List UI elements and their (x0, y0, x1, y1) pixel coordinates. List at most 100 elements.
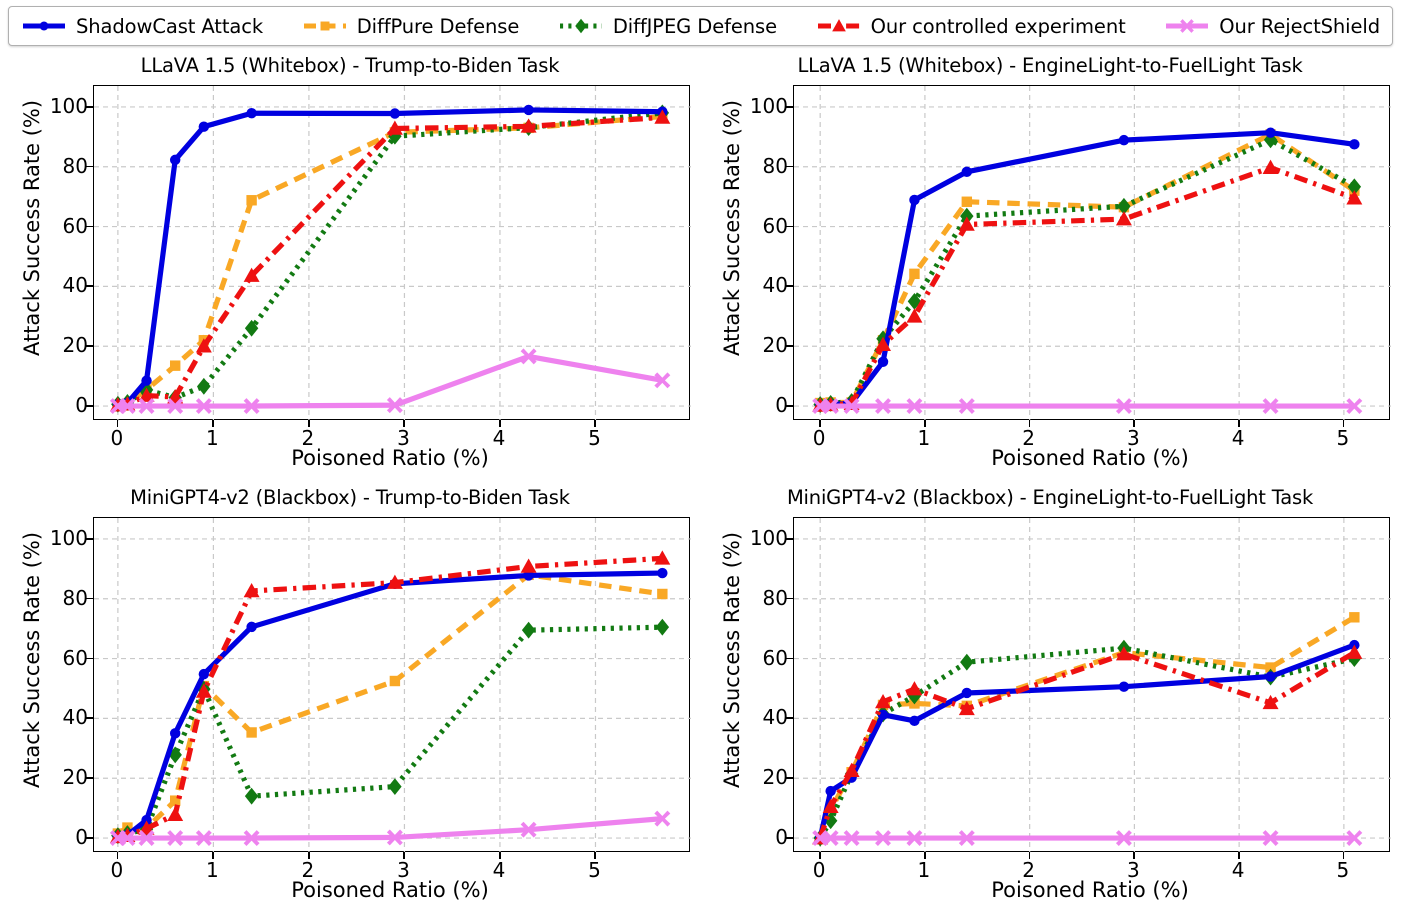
y-tick-label: 20 (762, 765, 788, 790)
legend-entry-2[interactable]: DiffJPEG Defense (558, 15, 777, 38)
legend-label-0: ShadowCast Attack (76, 14, 264, 38)
legend-marker-diamond-icon (558, 15, 604, 37)
x-tick-mark (1028, 852, 1031, 859)
legend-entry-1[interactable]: DiffPure Defense (302, 14, 520, 38)
x-tick-label: 1 (206, 426, 219, 450)
x-tick-label: 1 (917, 858, 931, 882)
x-tick-mark (116, 852, 119, 859)
x-tick-mark (307, 852, 310, 859)
x-tick-mark (594, 852, 597, 859)
subplot-llava-trump-to-biden: LLaVA 1.5 (Whitebox) - Trump-to-Biden Ta… (0, 48, 700, 480)
y-tick-mark (786, 105, 793, 108)
y-tick-mark (786, 657, 793, 660)
subplot-minigpt4-trump-to-biden: MiniGPT4-v2 (Blackbox) - Trump-to-Biden … (0, 480, 700, 912)
x-tick-label: 1 (917, 426, 931, 450)
subplot-title: MiniGPT4-v2 (Blackbox) - EngineLight-to-… (786, 486, 1314, 509)
legend-entry-4[interactable]: Our RejectShield (1164, 15, 1380, 38)
y-tick-mark (786, 285, 793, 287)
y-tick-label: 100 (49, 93, 88, 118)
legend-entry-3[interactable]: Our controlled experiment (816, 15, 1126, 38)
y-tick-label: 100 (749, 525, 788, 550)
legend-marker-square-icon (302, 15, 348, 37)
y-tick-mark (86, 225, 93, 228)
plot-area (793, 85, 1391, 421)
legend-label-3: Our controlled experiment (870, 14, 1126, 38)
y-tick-label: 60 (62, 213, 88, 238)
y-tick-mark (86, 285, 93, 287)
x-tick-mark (307, 420, 310, 427)
y-tick-label: 20 (62, 765, 88, 790)
legend-label-2: DiffJPEG Defense (612, 14, 777, 38)
legend-marker-circle-icon (21, 15, 67, 37)
y-tick-mark (86, 537, 93, 540)
x-tick-label: 2 (301, 858, 315, 882)
x-tick-label: 4 (492, 426, 506, 450)
x-tick-label: 4 (1231, 426, 1245, 450)
subplot-title: LLaVA 1.5 (Whitebox) - Trump-to-Biden Ta… (140, 54, 560, 77)
y-tick-label: 60 (762, 645, 788, 670)
y-tick-mark (86, 405, 93, 407)
y-tick-label: 80 (762, 585, 788, 610)
subplot-minigpt4-enginelight-to-fuellight: MiniGPT4-v2 (Blackbox) - EngineLight-to-… (700, 480, 1400, 912)
x-tick-mark (819, 852, 821, 859)
x-tick-mark (1342, 420, 1345, 427)
x-tick-mark (498, 852, 501, 859)
y-tick-label: 20 (762, 333, 788, 358)
x-tick-mark (498, 420, 501, 427)
x-tick-label: 5 (588, 426, 601, 450)
y-tick-label: 100 (49, 525, 88, 550)
y-tick-label: 0 (75, 393, 88, 418)
y-tick-label: 0 (775, 393, 788, 418)
y-tick-mark (786, 837, 793, 839)
legend-marker-triangle-icon (816, 15, 862, 37)
x-tick-label: 2 (1022, 426, 1036, 450)
legend-label-4: Our RejectShield (1219, 14, 1380, 38)
y-tick-mark (86, 657, 93, 660)
y-tick-mark (86, 105, 93, 108)
y-tick-mark (786, 717, 793, 719)
x-tick-label: 1 (206, 858, 219, 882)
x-tick-mark (923, 420, 926, 427)
x-tick-mark (1133, 852, 1135, 859)
y-tick-mark (86, 597, 93, 600)
legend-label-1: DiffPure Defense (356, 14, 520, 38)
y-tick-mark (86, 717, 93, 719)
y-tick-label: 40 (762, 705, 788, 730)
plot-area (93, 85, 691, 421)
x-tick-label: 0 (110, 426, 124, 450)
subplot-title: MiniGPT4-v2 (Blackbox) - Trump-to-Biden … (130, 486, 570, 509)
x-axis-label: Poisoned Ratio (%) (991, 446, 1189, 470)
y-tick-mark (86, 837, 93, 839)
x-tick-mark (1342, 852, 1345, 859)
x-axis-label: Poisoned Ratio (%) (291, 446, 489, 470)
subplot-grid: LLaVA 1.5 (Whitebox) - Trump-to-Biden Ta… (0, 48, 1401, 913)
y-tick-label: 80 (762, 153, 788, 178)
y-tick-label: 40 (762, 273, 788, 298)
y-tick-mark (86, 777, 93, 779)
x-axis-label: Poisoned Ratio (%) (991, 878, 1189, 902)
y-tick-mark (786, 225, 793, 228)
x-tick-mark (1133, 420, 1135, 427)
x-tick-mark (594, 420, 597, 427)
subplot-title: LLaVA 1.5 (Whitebox) - EngineLight-to-Fu… (797, 54, 1303, 77)
x-tick-mark (403, 420, 406, 427)
x-tick-label: 3 (1127, 858, 1140, 882)
x-tick-mark (212, 420, 214, 427)
subplot-llava-enginelight-to-fuellight: LLaVA 1.5 (Whitebox) - EngineLight-to-Fu… (700, 48, 1400, 480)
x-tick-mark (1238, 852, 1240, 859)
y-tick-mark (86, 165, 93, 168)
y-tick-label: 100 (749, 93, 788, 118)
y-tick-label: 0 (775, 825, 788, 850)
x-tick-mark (403, 852, 406, 859)
x-axis-label: Poisoned Ratio (%) (291, 878, 489, 902)
y-tick-label: 60 (62, 645, 88, 670)
x-tick-mark (1028, 420, 1031, 427)
legend-entry-0[interactable]: ShadowCast Attack (21, 15, 263, 38)
y-tick-label: 80 (62, 153, 88, 178)
x-tick-label: 5 (1336, 426, 1350, 450)
y-tick-label: 0 (75, 825, 88, 850)
x-tick-label: 4 (1231, 858, 1245, 882)
y-tick-mark (86, 345, 93, 347)
chart-legend: ShadowCast Attack DiffPure Defense DiffJ… (8, 6, 1393, 46)
y-tick-label: 40 (62, 273, 88, 298)
